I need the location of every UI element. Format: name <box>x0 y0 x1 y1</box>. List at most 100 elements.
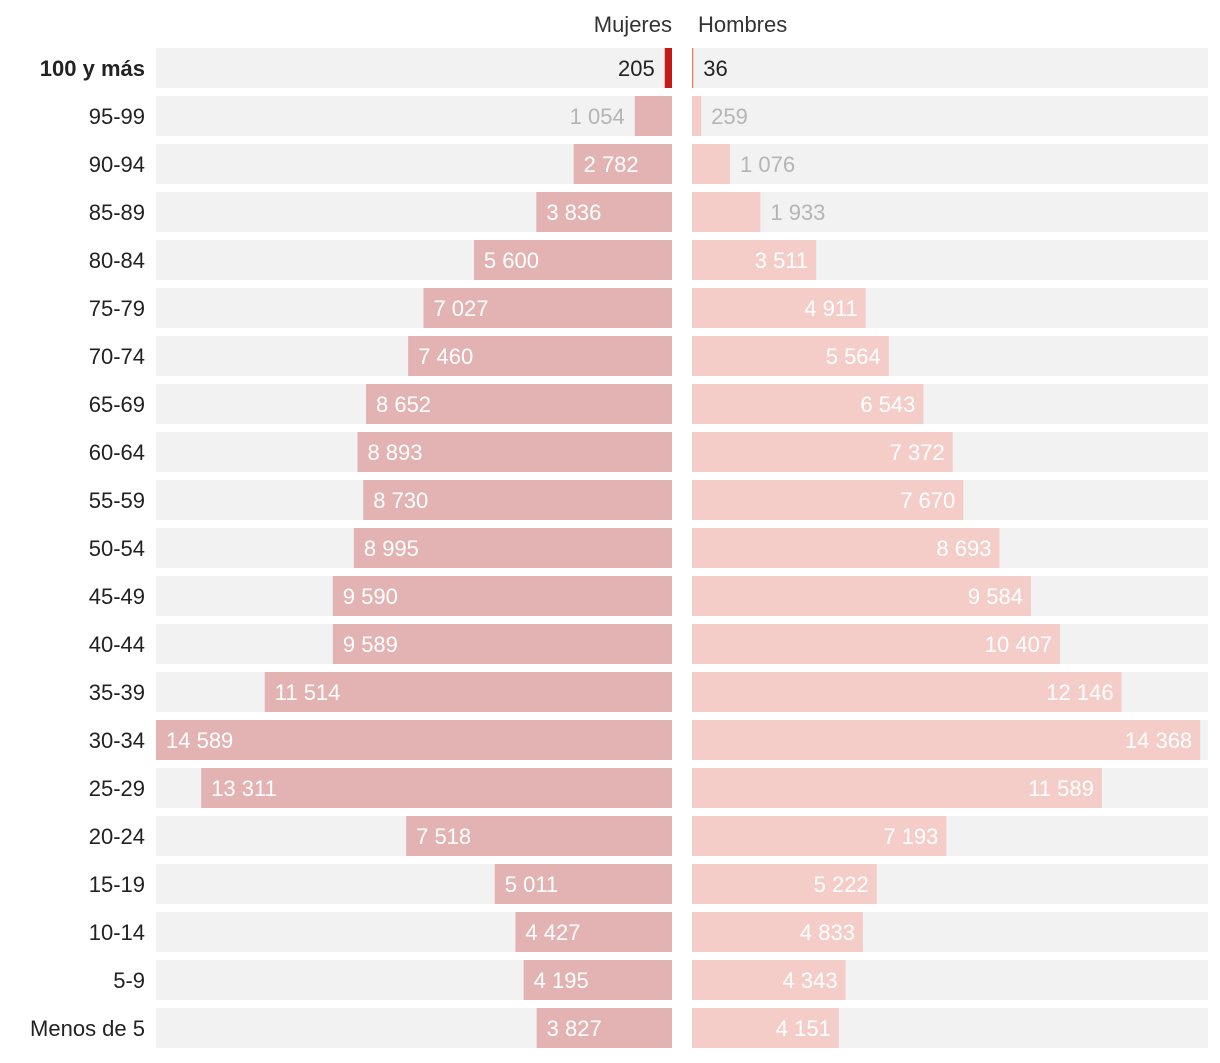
value-label-mujeres: 7 518 <box>416 824 471 849</box>
category-label: 55-59 <box>89 488 145 513</box>
value-label-mujeres: 13 311 <box>211 776 277 801</box>
bar-hombres <box>692 528 1000 568</box>
value-label-mujeres: 2 782 <box>584 152 639 177</box>
value-label-mujeres: 4 195 <box>534 968 589 993</box>
bar-mujeres <box>365 384 672 424</box>
band-hombres <box>692 96 1208 136</box>
bar-hombres <box>692 288 866 328</box>
value-label-hombres: 3 511 <box>755 248 808 273</box>
value-label-mujeres: 205 <box>618 56 655 81</box>
bar-hombres <box>692 624 1061 664</box>
bar-hombres <box>692 384 924 424</box>
bar-mujeres <box>536 1008 672 1048</box>
value-label-hombres: 12 146 <box>1046 680 1113 705</box>
bar-mujeres <box>353 528 672 568</box>
bar-hombres <box>692 480 964 520</box>
bar-mujeres <box>406 816 672 856</box>
value-label-hombres: 36 <box>703 56 727 81</box>
band-hombres <box>692 144 1208 184</box>
category-label: Menos de 5 <box>30 1016 145 1041</box>
value-label-hombres: 7 372 <box>890 440 945 465</box>
category-label: 30-34 <box>89 728 145 753</box>
value-label-hombres: 259 <box>711 104 748 129</box>
category-label: 90-94 <box>89 152 145 177</box>
bar-hombres <box>692 864 877 904</box>
category-label: 15-19 <box>89 872 145 897</box>
category-label: 20-24 <box>89 824 145 849</box>
category-label: 80-84 <box>89 248 145 273</box>
bar-mujeres <box>264 672 672 712</box>
bar-mujeres <box>473 240 672 280</box>
category-label: 25-29 <box>89 776 145 801</box>
bar-hombres <box>692 432 953 472</box>
bar-mujeres <box>634 96 672 136</box>
bar-mujeres <box>523 960 672 1000</box>
value-label-mujeres: 7 027 <box>433 296 488 321</box>
bar-hombres <box>692 960 846 1000</box>
bar-mujeres <box>332 624 672 664</box>
bar-mujeres <box>408 336 672 376</box>
bar-mujeres <box>423 288 672 328</box>
band-mujeres <box>156 48 672 88</box>
bar-mujeres <box>515 912 672 952</box>
value-label-mujeres: 5 600 <box>484 248 539 273</box>
value-label-hombres: 4 151 <box>776 1016 831 1041</box>
value-label-mujeres: 3 836 <box>546 200 601 225</box>
value-label-mujeres: 8 995 <box>364 536 419 561</box>
bar-mujeres <box>494 864 672 904</box>
bar-hombres <box>692 1008 839 1048</box>
band-mujeres <box>156 96 672 136</box>
bar-hombres <box>692 768 1102 808</box>
bar-hombres <box>692 672 1122 712</box>
band-hombres <box>692 48 1208 88</box>
bar-mujeres <box>357 432 672 472</box>
category-label: 40-44 <box>89 632 145 657</box>
value-label-hombres: 9 584 <box>968 584 1023 609</box>
bar-hombres <box>692 912 863 952</box>
value-label-hombres: 8 693 <box>936 536 991 561</box>
band-hombres <box>692 192 1208 232</box>
value-label-hombres: 6 543 <box>860 392 915 417</box>
value-label-hombres: 5 564 <box>826 344 881 369</box>
value-label-hombres: 4 343 <box>783 968 838 993</box>
value-label-mujeres: 1 054 <box>570 104 625 129</box>
category-label: 65-69 <box>89 392 145 417</box>
value-label-hombres: 7 670 <box>900 488 955 513</box>
category-label: 10-14 <box>89 920 145 945</box>
value-label-mujeres: 7 460 <box>418 344 473 369</box>
bar-hombres <box>692 192 761 232</box>
bar-hombres <box>692 240 817 280</box>
bar-hombres <box>692 816 947 856</box>
category-label: 100 y más <box>40 56 145 81</box>
value-label-mujeres: 3 827 <box>547 1016 602 1041</box>
value-label-hombres: 5 222 <box>814 872 869 897</box>
bar-mujeres <box>573 144 672 184</box>
bar-hombres <box>692 576 1031 616</box>
value-label-mujeres: 8 893 <box>367 440 422 465</box>
bar-mujeres <box>664 48 672 88</box>
bar-hombres <box>692 96 702 136</box>
value-label-hombres: 4 833 <box>800 920 855 945</box>
bar-mujeres <box>363 480 672 520</box>
value-label-hombres: 14 368 <box>1125 728 1192 753</box>
value-label-mujeres: 5 011 <box>505 872 558 897</box>
category-label: 75-79 <box>89 296 145 321</box>
value-label-mujeres: 8 730 <box>373 488 428 513</box>
category-label: 85-89 <box>89 200 145 225</box>
value-label-hombres: 1 933 <box>770 200 825 225</box>
bar-hombres <box>692 48 694 88</box>
category-label: 95-99 <box>89 104 145 129</box>
value-label-hombres: 1 076 <box>740 152 795 177</box>
category-label: 45-49 <box>89 584 145 609</box>
bar-mujeres <box>201 768 672 808</box>
legend-mujeres: Mujeres <box>594 12 672 37</box>
value-label-hombres: 7 193 <box>883 824 938 849</box>
value-label-mujeres: 14 589 <box>166 728 233 753</box>
category-label: 70-74 <box>89 344 145 369</box>
category-label: 60-64 <box>89 440 145 465</box>
value-label-hombres: 11 589 <box>1028 776 1094 801</box>
bar-hombres <box>692 336 889 376</box>
value-label-mujeres: 9 590 <box>343 584 398 609</box>
legend-hombres: Hombres <box>698 12 787 37</box>
